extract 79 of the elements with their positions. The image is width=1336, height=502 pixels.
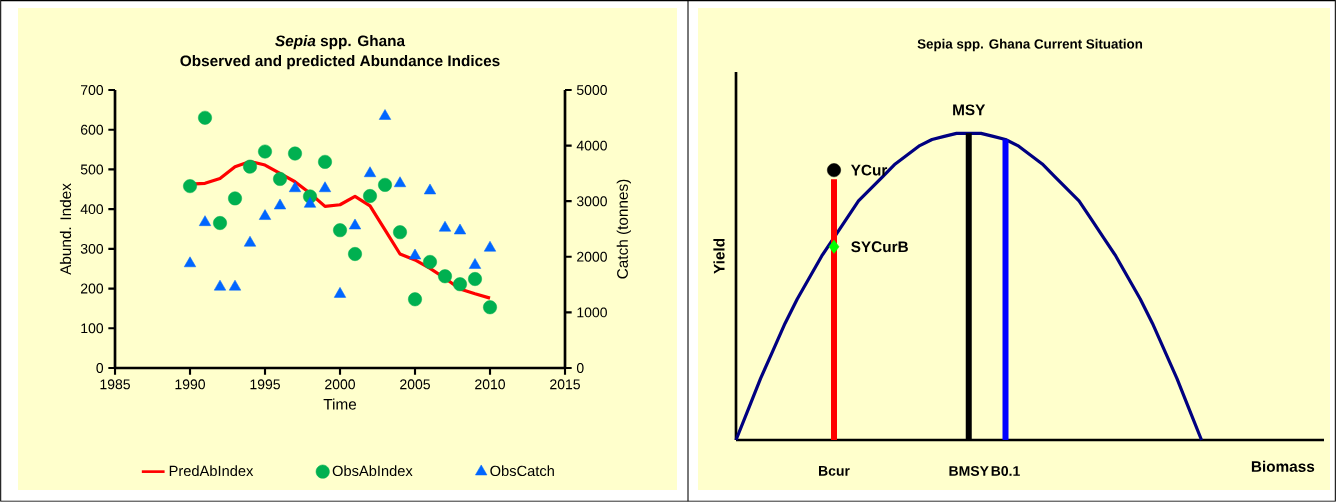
- y2-tick-label: 4000: [576, 140, 607, 151]
- point: [183, 179, 197, 194]
- y2-tick-label: 5000: [576, 85, 607, 95]
- point: [363, 189, 377, 203]
- y2-tick-label: 3000: [576, 196, 607, 207]
- point: [468, 272, 482, 286]
- point: [408, 248, 422, 260]
- point: [198, 215, 212, 226]
- point: [393, 176, 407, 188]
- y-tick-label: 200: [80, 283, 104, 294]
- y-axis-title: Abund. Index: [59, 183, 72, 275]
- point: [243, 235, 257, 247]
- point: [348, 247, 362, 261]
- point: [438, 269, 452, 284]
- y2-axis-title: Catch (tonnes): [616, 179, 631, 279]
- x-tick-label: BMSY: [949, 466, 989, 476]
- point: [258, 144, 272, 159]
- y-tick-label: 500: [80, 164, 104, 175]
- chart-title: Sepia spp. Ghana: [275, 35, 406, 50]
- y-axis-title: Yield: [713, 238, 725, 274]
- point: [228, 279, 242, 291]
- y-tick-label: 100: [81, 323, 104, 334]
- x-tick-label: 1995: [250, 379, 280, 390]
- legend-label: ObsAbIndex: [332, 465, 413, 477]
- y2-tick-label: 1000: [577, 307, 607, 318]
- point: [348, 218, 362, 230]
- point: [423, 183, 437, 195]
- series-label: MSY: [953, 104, 986, 116]
- point: [453, 277, 467, 292]
- x-tick-label: 2015: [550, 379, 580, 390]
- x-tick-label: 2010: [475, 379, 506, 390]
- point: [333, 223, 347, 238]
- point: [408, 292, 422, 307]
- point: [453, 223, 467, 235]
- x-tick-label: 1985: [100, 379, 130, 390]
- series-label: SYCurB: [851, 241, 908, 253]
- point: [288, 181, 302, 193]
- x-tick-label: 2000: [325, 379, 356, 390]
- point: [483, 300, 497, 315]
- y-tick-label: 700: [80, 85, 104, 95]
- point: [213, 279, 227, 291]
- legend-label: PredAbIndex: [169, 465, 254, 477]
- point: [438, 220, 452, 232]
- point: [228, 191, 242, 206]
- point: [273, 172, 287, 186]
- x-axis-title: Time: [323, 398, 357, 410]
- y-tick-label: 300: [80, 243, 104, 254]
- point: [243, 159, 257, 174]
- point: [213, 216, 227, 230]
- series-label: YCur: [850, 164, 888, 176]
- y-tick-label: 0: [96, 363, 104, 373]
- point: [423, 255, 437, 269]
- point: [273, 198, 287, 210]
- point: [378, 109, 392, 120]
- x-tick-label: Bcur: [819, 466, 850, 476]
- point: [258, 209, 272, 220]
- point: [183, 256, 197, 268]
- legend-label: ObsCatch: [490, 465, 554, 477]
- point: [483, 240, 497, 252]
- point: [318, 154, 332, 169]
- y-tick-label: 600: [80, 124, 104, 135]
- point: [318, 181, 332, 193]
- x-axis-title: Biomass: [1251, 460, 1315, 472]
- point: [363, 166, 377, 177]
- point: [303, 197, 317, 208]
- point: [393, 225, 407, 240]
- y2-tick-label: 0: [576, 363, 584, 373]
- x-tick-label: 1990: [175, 379, 206, 390]
- point: [468, 258, 482, 269]
- x-tick-label: B0.1: [991, 466, 1020, 476]
- chart-subtitle: Observed and predicted Abundance Indices: [180, 55, 500, 70]
- point: [378, 177, 392, 192]
- point: [198, 110, 212, 125]
- y-tick-label: 400: [80, 204, 104, 215]
- point: [333, 287, 347, 298]
- x-tick-label: 2005: [400, 379, 430, 390]
- y2-tick-label: 2000: [577, 251, 607, 262]
- point: [288, 146, 302, 161]
- chart-title: Sepia spp. Ghana Current Situation: [917, 38, 1143, 52]
